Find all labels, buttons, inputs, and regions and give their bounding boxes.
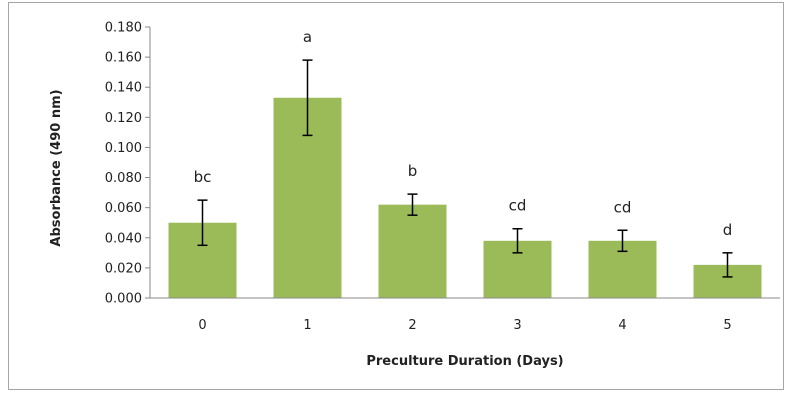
significance-label-3: cd bbox=[509, 197, 527, 215]
y-tick-label: 0.080 bbox=[105, 171, 142, 186]
x-tick-label-5: 5 bbox=[723, 318, 731, 333]
x-tick-label-0: 0 bbox=[198, 318, 206, 333]
x-tick-label-1: 1 bbox=[303, 318, 311, 333]
y-tick-label: 0.140 bbox=[105, 81, 142, 96]
bar-2 bbox=[378, 204, 447, 298]
x-tick-label-4: 4 bbox=[618, 318, 626, 333]
chart-frame bbox=[8, 2, 784, 390]
y-tick-label: 0.020 bbox=[105, 261, 142, 276]
y-tick-label: 0.060 bbox=[105, 201, 142, 216]
y-axis-title: Absorbance (490 nm) bbox=[49, 89, 64, 246]
y-tick-label: 0.100 bbox=[105, 141, 142, 156]
significance-label-0: bc bbox=[194, 168, 212, 186]
x-axis-ticks: 0 1 2 3 4 5 bbox=[198, 318, 731, 333]
y-tick-label: 0.120 bbox=[105, 111, 142, 126]
y-tick-label: 0.180 bbox=[105, 21, 142, 36]
x-tick-label-2: 2 bbox=[408, 318, 416, 333]
y-tick-label: 0.040 bbox=[105, 231, 142, 246]
significance-label-2: b bbox=[408, 162, 418, 180]
significance-label-5: d bbox=[723, 221, 733, 239]
error-bars bbox=[197, 59, 733, 278]
significance-label-4: cd bbox=[614, 198, 632, 216]
x-tick-label-3: 3 bbox=[513, 318, 521, 333]
significance-labels: bc a b cd cd d bbox=[194, 28, 733, 239]
y-axis-ticks: 0.000 0.020 0.040 0.060 0.080 0.100 0.120 0.140… bbox=[105, 21, 150, 307]
y-tick-label: 0.000 bbox=[105, 292, 142, 307]
x-axis-title: Preculture Duration (Days) bbox=[366, 354, 563, 369]
significance-label-1: a bbox=[303, 28, 312, 46]
bars bbox=[168, 97, 762, 298]
y-tick-label: 0.160 bbox=[105, 51, 142, 66]
